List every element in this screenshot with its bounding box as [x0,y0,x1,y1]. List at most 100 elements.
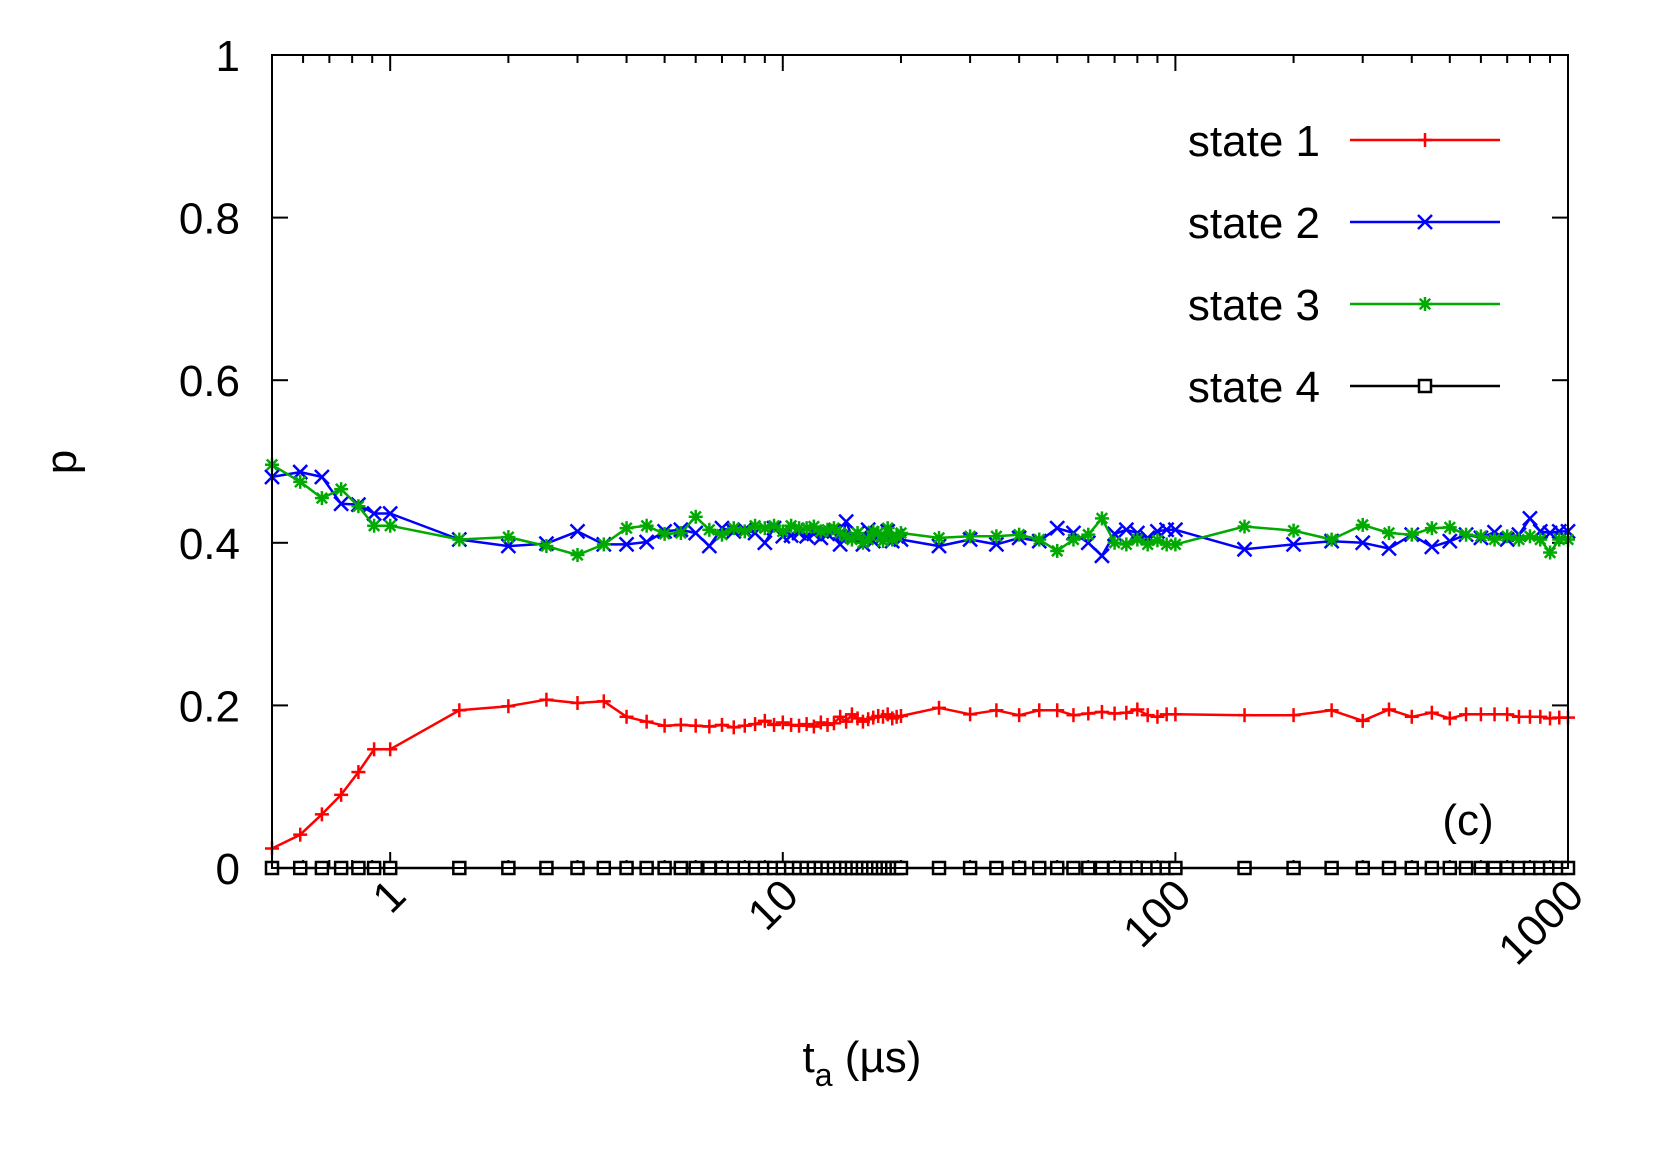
series-3-point-47 [989,529,1004,544]
series-1-point-30 [820,717,835,732]
series-3-point-65 [1381,526,1396,541]
series-3-point-10 [570,547,585,562]
series-1-point-55 [1119,705,1134,720]
series-3-point-3 [334,482,349,497]
series-1-point-23 [767,717,782,732]
series-1-point-1 [293,827,308,842]
legend-label-1: state 1 [1188,117,1320,166]
y-tick-label-4: 0.8 [179,195,240,244]
series-1-point-22 [757,713,772,728]
series-2-point-53 [1094,547,1110,564]
series-2-point-65 [1381,540,1397,557]
x-axis-title-main: t [803,1033,815,1082]
series-1-point-10 [570,695,585,710]
series-3-point-57 [1140,537,1155,552]
series-2-point-13 [638,534,655,550]
series-1-point-47 [989,703,1004,718]
series-1-point-57 [1140,708,1155,723]
series-1-point-9 [539,692,554,707]
series-1-point-26 [792,718,807,733]
y-axis-title: p [37,450,86,474]
series-3-point-76 [1543,545,1558,560]
series-3-point-16 [688,509,703,524]
series-1-point-4 [351,765,366,780]
series-3-point-66 [1404,527,1419,542]
series-2-point-6 [382,505,399,522]
legend-marker-3 [1418,297,1432,311]
series-2-point-10 [569,523,586,540]
y-tick-label-2: 0.4 [179,520,240,569]
series-1-point-64 [1355,713,1370,728]
series-2-point-55 [1118,521,1135,538]
series-3-point-19 [726,521,741,536]
series-1-point-67 [1424,705,1439,720]
series-1-point-15 [673,717,688,732]
series-1-point-13 [639,714,654,729]
series-1-point-2 [314,807,329,822]
series-2-point-2 [314,469,330,485]
series-1 [265,692,1575,856]
series-3-point-21 [748,518,763,533]
series-3-point-12 [619,521,634,536]
series-3-point-13 [639,518,654,533]
series-1-point-56 [1130,702,1145,717]
legend-label-2: state 2 [1188,199,1320,248]
series-3-point-74 [1522,529,1537,544]
series-2-point-50 [1049,520,1066,537]
series-3-point-17 [702,522,717,537]
series-1-point-68 [1442,711,1457,726]
series-3-point-20 [737,524,752,539]
series-3-point-11 [596,537,611,552]
series-3-point-73 [1511,532,1526,547]
series-1-point-53 [1094,704,1109,719]
series-1-point-5 [367,742,382,757]
series-3-point-18 [714,527,729,542]
series-1-point-8 [501,699,516,714]
series-1-point-60 [1168,707,1183,722]
series-1-point-50 [1050,703,1065,718]
series-1-point-3 [334,787,349,802]
plot-frame [271,54,1569,869]
series-2-point-71 [1486,524,1503,541]
series-1-point-75 [1533,709,1548,724]
series-3-point-70 [1473,529,1488,544]
series-1-point-72 [1500,707,1515,722]
series-2-point-32 [832,536,849,553]
legend: state 1 state 2 state 3 state 4 [1188,117,1500,412]
series-1-point-51 [1066,708,1081,723]
series-1-point-31 [826,716,841,731]
series-1-point-46 [963,707,978,722]
series-1-point-29 [813,715,828,730]
legend-marker-1 [1418,133,1432,147]
series-1-point-16 [688,718,703,733]
series-3-point-48 [1012,527,1027,542]
series-3-point-72 [1500,529,1515,544]
series-3-point-40 [876,534,891,549]
x-axis-title: ta (µs) [803,1033,922,1093]
series-3-point-6 [383,518,398,533]
series-3-point-4 [351,499,366,514]
series-1-point-63 [1324,703,1339,718]
series-1-point-70 [1473,707,1488,722]
series-3-point-35 [850,526,865,541]
series-2-point-3 [333,495,350,512]
y-tick-label-0: 0 [216,845,240,894]
series-1-point-49 [1032,703,1047,718]
series-2-point-61 [1236,541,1253,558]
series-3-point-14 [657,526,672,541]
series-1-point-12 [619,709,634,724]
y-tick-label-3: 0.6 [179,357,240,406]
series-3-point-71 [1487,532,1502,547]
series-3-point-44 [893,526,908,541]
series-1-point-44 [893,708,908,723]
series-2-point-67 [1423,538,1440,555]
series-1-point-62 [1286,708,1301,723]
series-1-point-58 [1150,709,1165,724]
series-1-point-7 [452,703,467,718]
series-3-point-22 [757,521,772,536]
series-layer [264,457,1576,876]
series-3-point-7 [452,532,467,547]
series-1-point-66 [1404,709,1419,724]
